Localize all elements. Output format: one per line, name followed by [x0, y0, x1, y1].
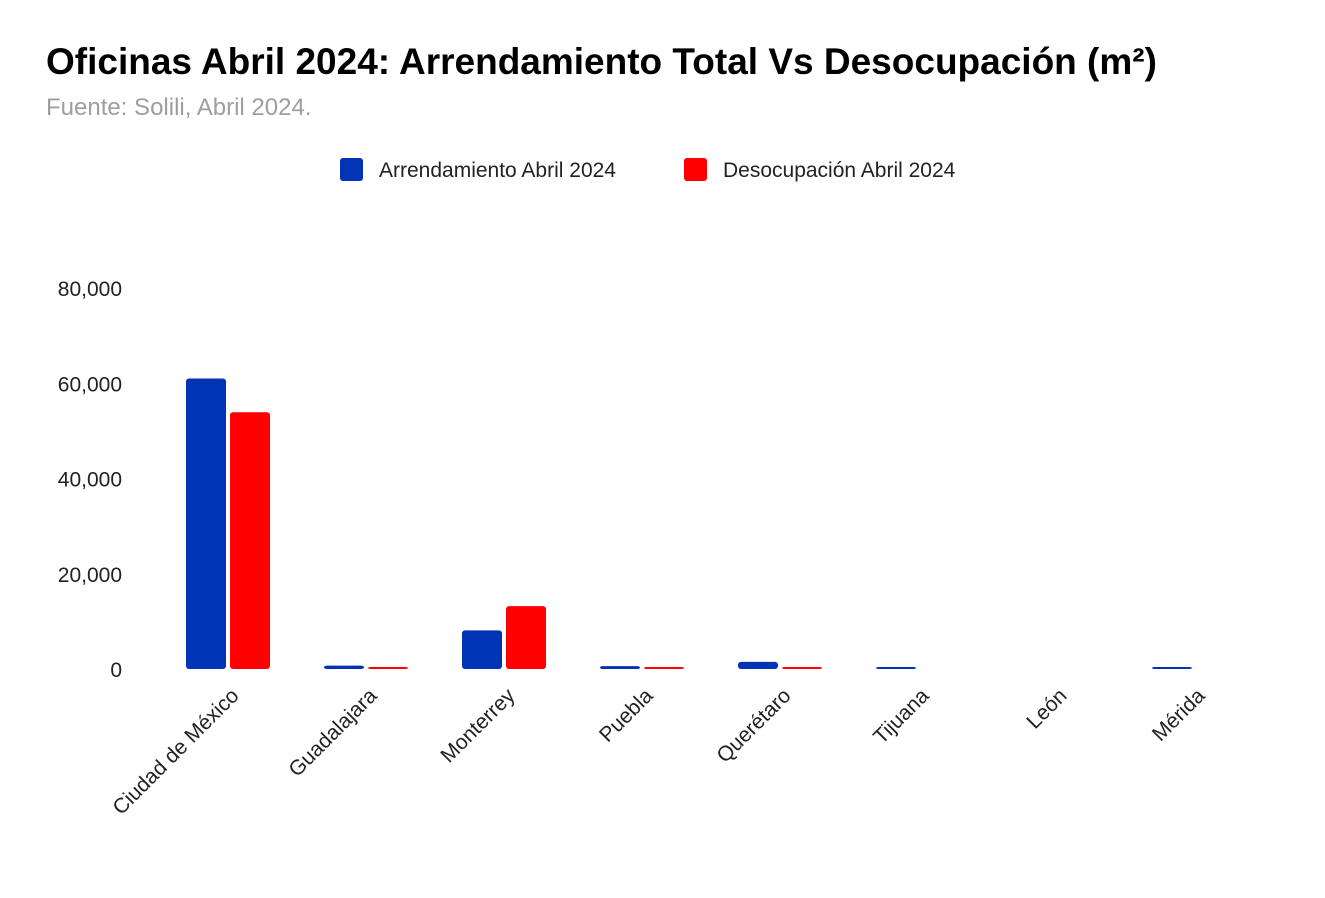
legend-swatch-desocupacion-abril-2024	[684, 158, 707, 181]
chart-title: Oficinas Abril 2024: Arrendamiento Total…	[46, 41, 1157, 82]
x-axis: Ciudad de México Guadalajara Monterrey Pueb…	[108, 684, 1209, 819]
y-tick-label: 60,000	[58, 373, 122, 396]
x-tick-label-puebla: Puebla	[595, 684, 658, 747]
bars	[186, 378, 1192, 669]
x-tick-label-monterrey: Monterrey	[436, 684, 519, 767]
x-tick-label-leon: León	[1022, 684, 1071, 733]
bar-arrendamiento-abril-2024-guadalajara[interactable]	[324, 665, 364, 669]
y-tick-label: 80,000	[58, 278, 122, 301]
x-tick-label-merida: Mérida	[1148, 684, 1210, 746]
bar-arrendamiento-abril-2024-puebla[interactable]	[600, 666, 640, 669]
y-axis: 0 20,000 40,000 60,000 80,000	[58, 278, 122, 682]
bar-desocupacion-abril-2024-monterrey[interactable]	[506, 606, 546, 669]
bar-arrendamiento-abril-2024-merida[interactable]	[1152, 667, 1192, 669]
y-tick-label: 40,000	[58, 469, 122, 492]
legend: Arrendamiento Abril 2024 Desocupación Abr…	[340, 158, 956, 182]
legend-label-arrendamiento-abril-2024: Arrendamiento Abril 2024	[379, 159, 616, 182]
y-tick-label: 20,000	[58, 564, 122, 587]
x-tick-label-ciudad-de-mexico: Ciudad de México	[108, 684, 243, 819]
bar-arrendamiento-abril-2024-tijuana[interactable]	[876, 667, 916, 669]
bar-desocupacion-abril-2024-ciudad-de-mexico[interactable]	[230, 412, 270, 669]
legend-label-desocupacion-abril-2024: Desocupación Abril 2024	[723, 159, 956, 182]
bar-arrendamiento-abril-2024-ciudad-de-mexico[interactable]	[186, 378, 226, 669]
bar-desocupacion-abril-2024-puebla[interactable]	[644, 667, 684, 669]
y-tick-label: 0	[110, 659, 122, 682]
chart-subtitle: Fuente: Solili, Abril 2024.	[46, 94, 312, 121]
x-tick-label-queretaro: Querétaro	[712, 684, 795, 767]
bar-arrendamiento-abril-2024-monterrey[interactable]	[462, 630, 502, 669]
bar-desocupacion-abril-2024-guadalajara[interactable]	[368, 667, 408, 669]
x-tick-label-guadalajara: Guadalajara	[284, 684, 381, 781]
legend-swatch-arrendamiento-abril-2024	[340, 158, 363, 181]
x-tick-label-tijuana: Tijuana	[869, 684, 934, 749]
bar-arrendamiento-abril-2024-queretaro[interactable]	[738, 661, 778, 669]
bar-desocupacion-abril-2024-queretaro[interactable]	[782, 667, 822, 669]
